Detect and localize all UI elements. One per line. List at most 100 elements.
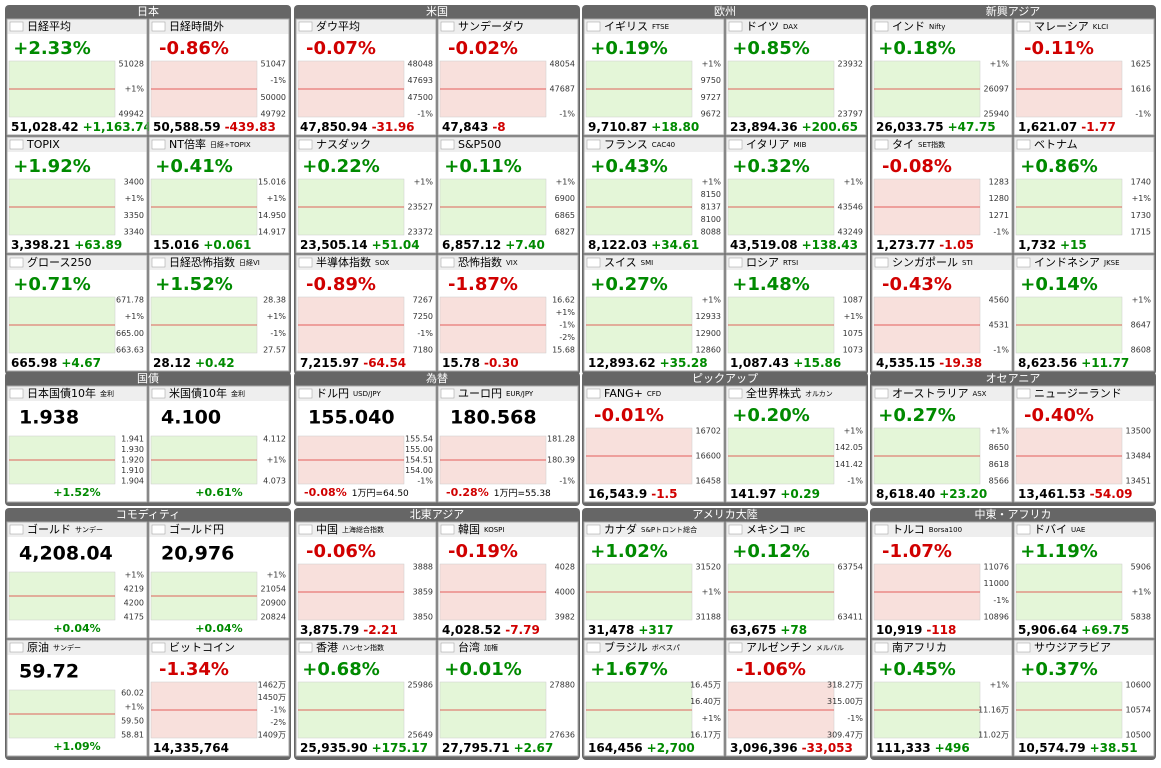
name: ゴールド [27, 522, 71, 536]
axis-label: 48048 [408, 60, 433, 69]
value: 20,976 [161, 543, 234, 565]
diff: +0.29 [780, 487, 820, 501]
name: グロース250 [27, 255, 91, 269]
panel: ベトナム 1740 +1% 1730 1715 +0.86% 1,732 +15 [1013, 136, 1155, 254]
axis-label: 4560 [989, 296, 1009, 305]
flag [1016, 257, 1031, 268]
price: 13,461.53 [1018, 487, 1086, 501]
bottom: 15.78 -0.30 [442, 356, 519, 370]
bottom: 14,335,764 [153, 741, 229, 755]
name: カナダ [604, 522, 637, 536]
axis-label: 47500 [408, 93, 433, 102]
panel-name: タイ SET指数 [892, 138, 945, 151]
axis-label: -1% [270, 329, 286, 338]
name: 半導体指数 [316, 255, 371, 269]
axis-label: 15.016 [258, 178, 286, 187]
diff: -439.83 [225, 120, 276, 134]
name: ビットコイン [169, 641, 235, 654]
change: -0.89% [306, 274, 376, 295]
panel-header [438, 137, 578, 152]
panel-name: 恐怖指数 VIX [458, 255, 518, 269]
axis-label: +1% [844, 178, 864, 187]
axis-label: 13500 [1126, 427, 1151, 436]
bottom: +0.04% [195, 622, 242, 635]
panel-border [437, 136, 579, 254]
panel: 韓国 KOSPI 4028 4000 3982 -0.19% 4,028.52 -7.79 [437, 521, 579, 639]
axis-label: 141.42 [835, 460, 863, 469]
code: CAC40 [652, 141, 675, 149]
panel-border [725, 521, 867, 639]
panel-name: ゴールド円 [169, 522, 224, 536]
flag [298, 524, 313, 535]
axis-label: +1% [1132, 296, 1152, 305]
axis-label: 1271 [989, 211, 1009, 220]
name: ドル円 [316, 387, 349, 400]
flag [9, 139, 24, 150]
bottom: +0.04% [53, 622, 100, 635]
axis-label: 10600 [1126, 681, 1151, 690]
price: 8,623.56 [1018, 356, 1077, 370]
panel-border [148, 639, 290, 757]
bottom: 63,675 +78 [730, 623, 807, 637]
price: 23,894.36 [730, 120, 798, 134]
panel-border [6, 385, 148, 503]
change: -0.86% [159, 38, 229, 59]
bottom: 28.12 +0.42 [153, 356, 235, 370]
diff: -1.05 [939, 238, 974, 252]
panel-border [871, 136, 1013, 254]
name: 香港 [316, 641, 338, 654]
panel-name: シンガポール STI [892, 256, 973, 269]
panel-border [148, 136, 290, 254]
axis-label: 142.05 [835, 443, 863, 452]
name: 日経時間外 [169, 20, 224, 33]
axis-label: 58.81 [121, 731, 144, 740]
change: +1.52% [53, 486, 100, 499]
diff: +11.77 [1081, 356, 1129, 370]
price: 164,456 [588, 741, 643, 755]
panel: 南アフリカ +1% 11.16万 11.02万 +0.45% 111,333 +496 [871, 639, 1013, 757]
axis-label: +1% [267, 571, 287, 580]
axis-label: 4219 [124, 585, 144, 594]
code: ハンセン指数 [342, 643, 384, 652]
flag [874, 21, 889, 32]
panel: サンデーダウ 48054 47687 -1% -0.02% 47,843 -8 [437, 18, 579, 136]
axis-label: 60.02 [121, 689, 144, 698]
axis-label: 23527 [408, 203, 433, 212]
change: -0.01% [594, 405, 664, 426]
axis-label: 16.17万 [690, 731, 721, 740]
diff: +2,700 [647, 741, 695, 755]
panel-border [725, 18, 867, 136]
price: 15.016 [153, 238, 199, 252]
bottom: 12,893.62 +35.28 [588, 356, 708, 370]
flag [586, 642, 601, 653]
axis-label: 51028 [119, 60, 144, 69]
group-title: コモディティ [116, 507, 181, 521]
axis-label: 1462万 [258, 681, 286, 690]
panel-header [1014, 255, 1154, 270]
code: KLCI [1093, 23, 1108, 31]
panel-header [149, 640, 289, 655]
bottom: 4,535.15 -19.38 [876, 356, 982, 370]
axis-label: 4.073 [263, 477, 286, 486]
axis-label: 8100 [701, 215, 721, 224]
name: 中国 [316, 523, 338, 536]
panel-name: サウジアラビア [1034, 641, 1111, 654]
axis-label: 23797 [838, 110, 863, 119]
panel: 原油 サンデー 60.02 +1% 59.50 58.81 59.72 +1.09% [6, 639, 148, 757]
flag [9, 257, 24, 268]
change: +0.01% [444, 659, 522, 680]
panel-header [149, 19, 289, 34]
diff: +23.20 [939, 487, 987, 501]
change: +0.32% [732, 156, 810, 177]
axis-label: +1% [702, 296, 722, 305]
axis-label: -1% [559, 321, 575, 330]
diff: +35.28 [660, 356, 708, 370]
axis-label: +1% [125, 85, 145, 94]
code: KOSPI [484, 526, 504, 534]
axis-label: 49942 [119, 110, 144, 119]
panel-border [437, 254, 579, 372]
code: SOX [375, 259, 390, 267]
panel-border [6, 639, 148, 757]
panel-name: インド Nifty [892, 20, 945, 33]
flag [728, 642, 743, 653]
